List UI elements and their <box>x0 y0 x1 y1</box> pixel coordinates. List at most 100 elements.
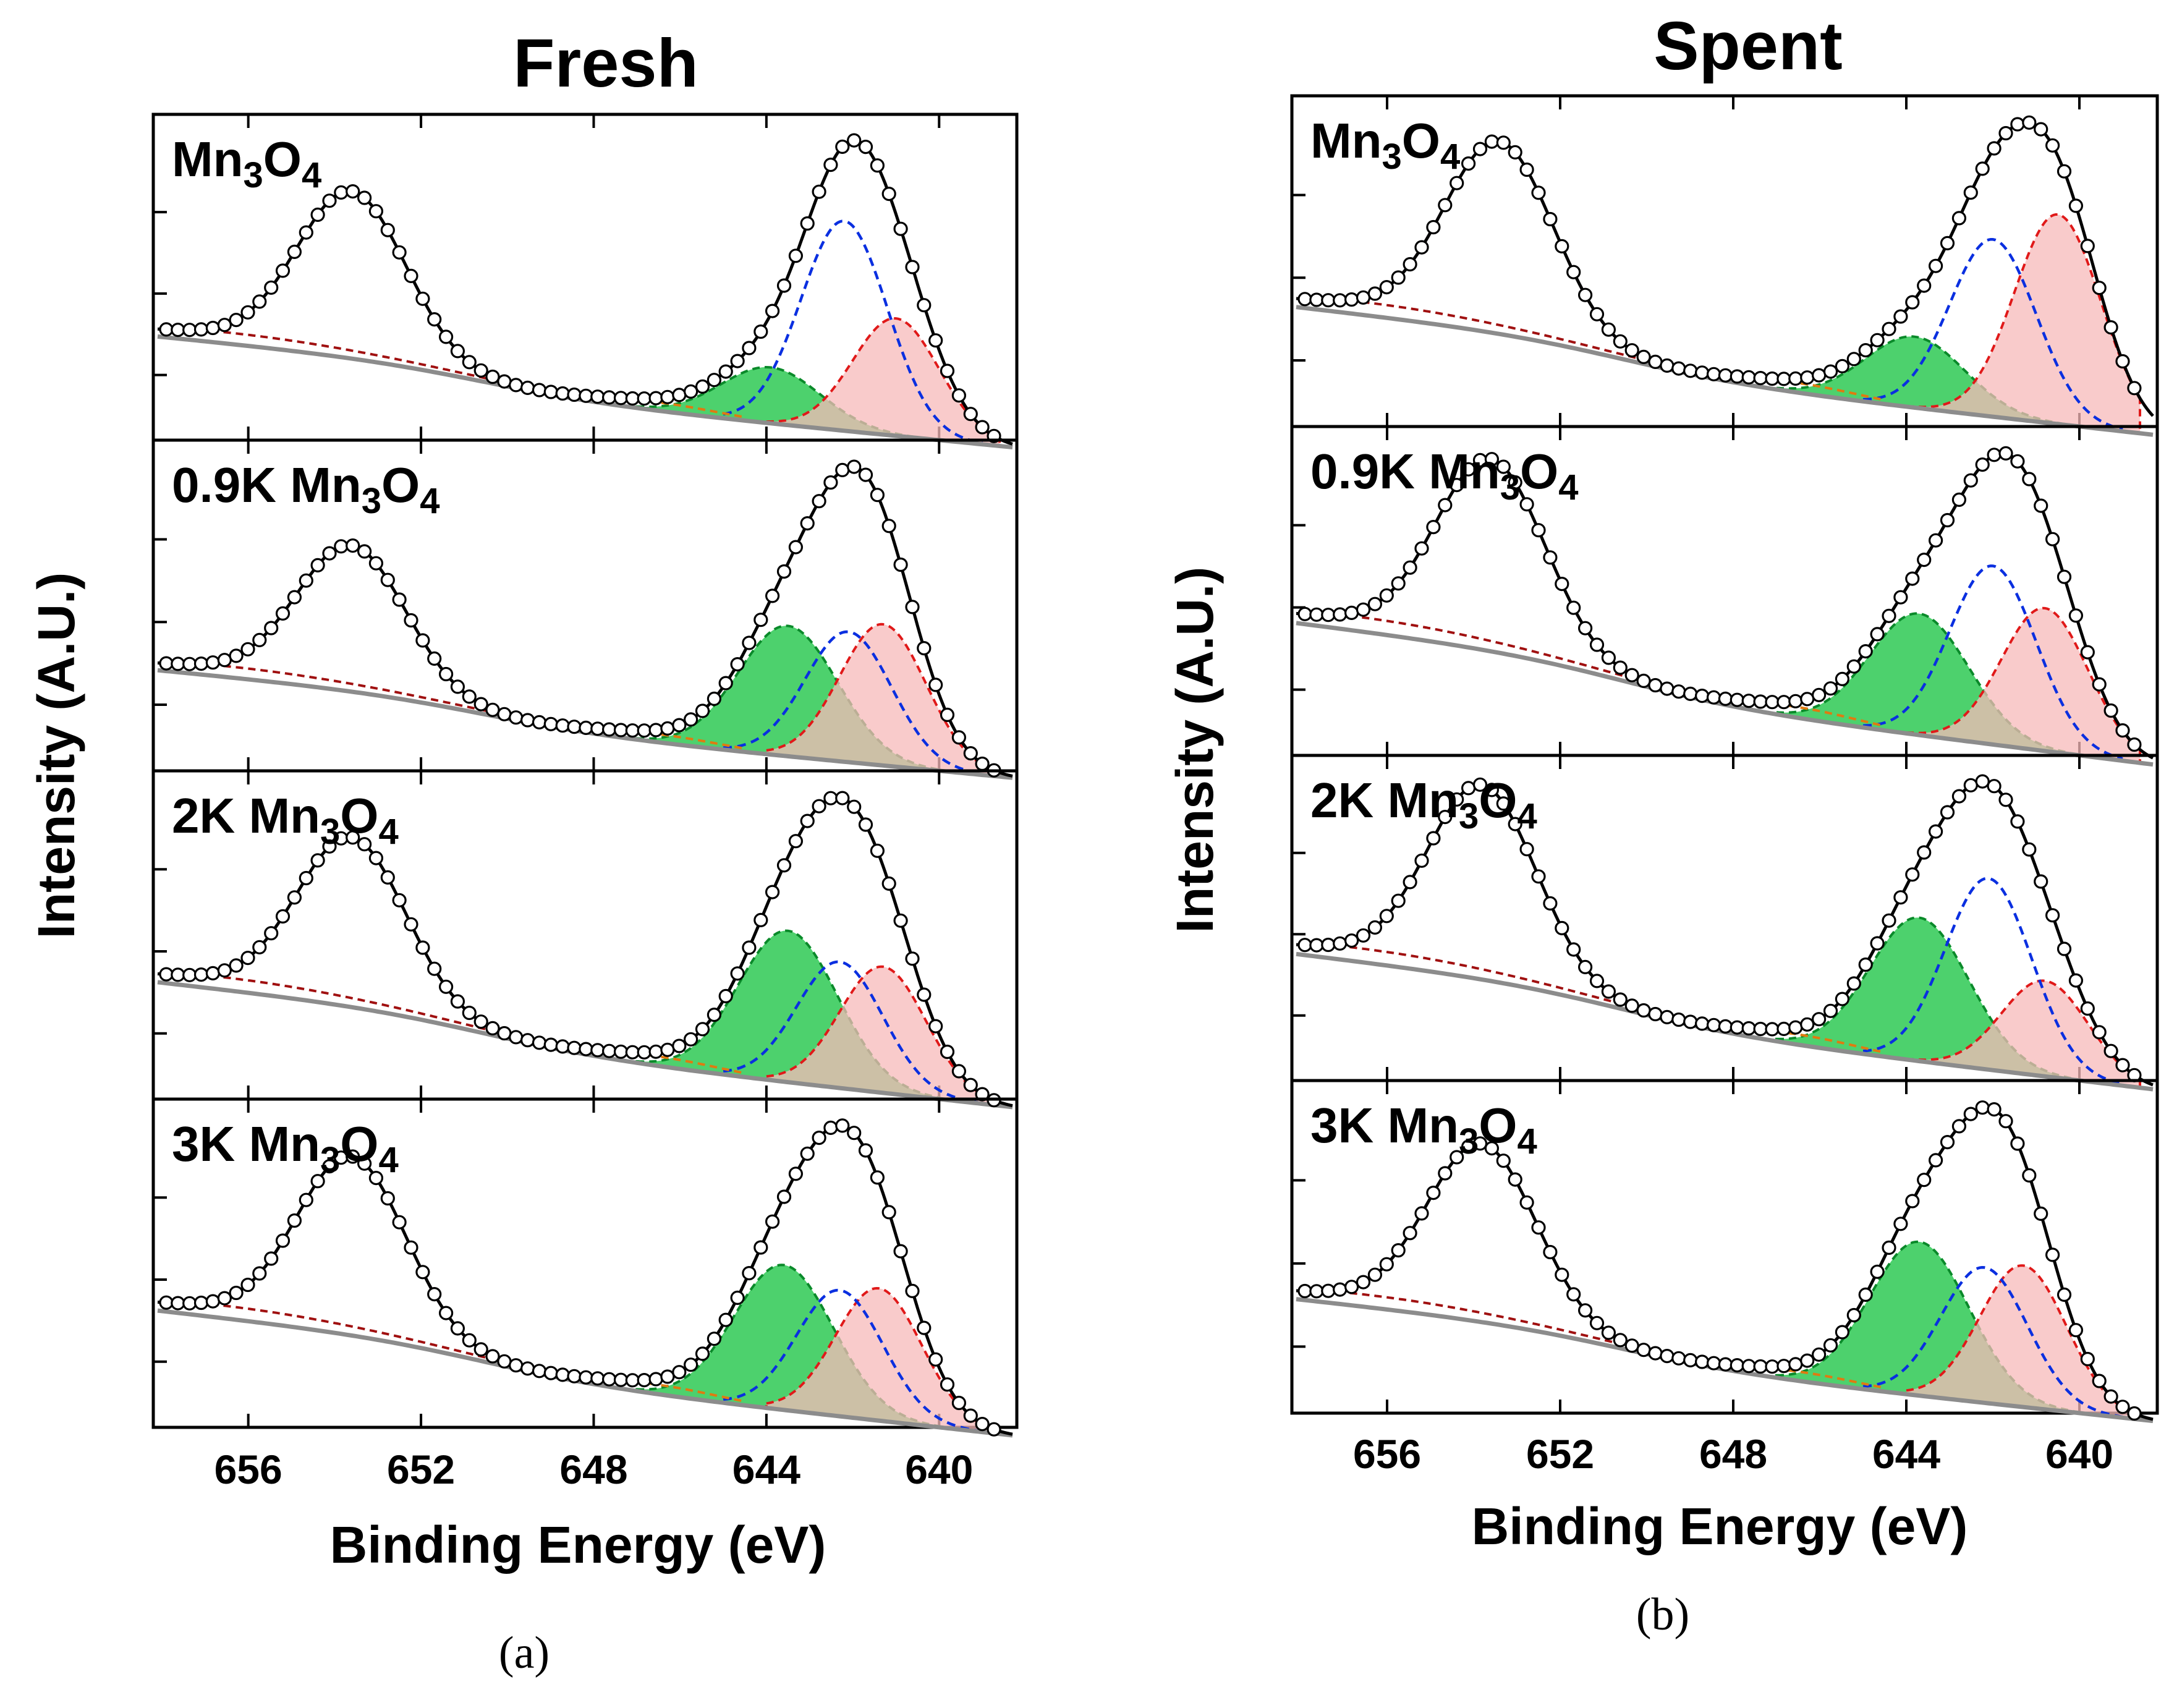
data-point <box>1496 135 1511 150</box>
data-point <box>1753 1359 1768 1374</box>
data-point <box>450 994 465 1009</box>
data-point <box>1975 457 1990 472</box>
data-point <box>543 716 558 731</box>
panel-label-sample: Mn <box>172 132 244 187</box>
data-point <box>928 333 943 348</box>
data-point <box>1648 678 1663 693</box>
data-point <box>415 291 430 306</box>
data-point <box>893 913 908 928</box>
data-point <box>252 632 267 648</box>
data-point <box>217 963 232 978</box>
data-point <box>485 1349 500 1364</box>
data-point <box>2022 472 2037 486</box>
data-point <box>1496 459 1511 474</box>
data-point <box>1648 1006 1663 1022</box>
data-point <box>310 1174 325 1189</box>
data-point <box>485 702 500 717</box>
data-point <box>287 890 302 905</box>
data-point <box>2057 569 2072 584</box>
data-point <box>1987 1102 2002 1117</box>
data-point <box>346 184 360 199</box>
data-point <box>1975 161 1990 176</box>
data-point <box>404 613 418 628</box>
panel-label-sample: Mn <box>290 457 362 512</box>
data-point <box>2080 1351 2095 1367</box>
data-point <box>800 814 815 828</box>
panel-label-sub4: 4 <box>1440 137 1460 177</box>
data-point <box>1367 920 1382 935</box>
panel-2: 0.9K Mn3O4 <box>151 438 1019 780</box>
data-point <box>264 1251 279 1266</box>
data-point <box>1379 909 1394 924</box>
data-point <box>1905 571 1920 586</box>
x-tick-label: 644 <box>1872 1431 1940 1477</box>
data-point <box>1870 627 1885 642</box>
data-point <box>1998 792 2013 807</box>
panel-label-prefix: 0.9K <box>172 457 290 512</box>
data-point <box>1800 1353 1815 1368</box>
data-point <box>1870 333 1885 347</box>
panel-label-sub4: 4 <box>379 1140 399 1180</box>
data-point <box>217 653 232 668</box>
data-point <box>462 1005 477 1021</box>
data-point <box>1683 363 1698 378</box>
data-point <box>1531 523 1546 538</box>
data-point <box>427 1287 442 1302</box>
panel-label-sub3: 3 <box>244 155 263 195</box>
data-point <box>1356 602 1371 617</box>
data-point <box>1823 364 1838 379</box>
data-point <box>1589 1315 1605 1330</box>
data-point <box>2127 1406 2142 1421</box>
data-point <box>788 249 804 263</box>
data-point <box>520 1361 535 1376</box>
data-point <box>1929 824 1943 839</box>
data-point <box>1496 1154 1511 1168</box>
panel-label: 3K Mn3O4 <box>1310 1098 1537 1162</box>
panel-label: 0.9K Mn3O4 <box>1310 444 1579 508</box>
data-point <box>823 791 838 805</box>
data-point <box>1730 1358 1744 1373</box>
data-point <box>590 389 605 404</box>
data-point <box>1951 1119 1966 1134</box>
data-point <box>940 363 955 378</box>
panel-label-prefix: 3K <box>1310 1098 1388 1153</box>
data-point <box>299 573 313 588</box>
data-point <box>1333 607 1348 622</box>
data-point <box>928 1352 943 1367</box>
data-point <box>275 263 291 278</box>
data-point <box>1777 695 1791 710</box>
data-point <box>1321 1283 1336 1298</box>
tail-component-line <box>1300 941 1647 1012</box>
data-point <box>240 305 255 320</box>
data-point <box>1613 334 1628 349</box>
data-point <box>695 703 710 718</box>
mn3-component-line <box>1862 237 2123 431</box>
tail-component-line <box>1300 1287 1647 1351</box>
data-point <box>346 830 360 845</box>
data-point <box>567 1369 582 1383</box>
data-point <box>2092 1025 2107 1040</box>
data-point <box>1765 371 1780 386</box>
data-point <box>275 606 291 621</box>
data-point <box>2010 117 2025 132</box>
data-point <box>1823 1003 1838 1018</box>
data-point <box>1543 1244 1558 1260</box>
data-point <box>2103 1389 2118 1404</box>
x-tick-label: 652 <box>387 1447 455 1492</box>
data-point <box>1846 976 1861 991</box>
data-point <box>1426 831 1441 846</box>
data-point <box>1309 607 1324 622</box>
mn2-component-area <box>765 317 1001 448</box>
data-point <box>648 723 663 737</box>
data-point <box>1835 1325 1849 1340</box>
data-point <box>2115 1400 2130 1414</box>
data-point <box>171 1296 185 1311</box>
x-tick-label: 640 <box>905 1447 973 1492</box>
data-point <box>579 388 593 403</box>
data-point <box>870 843 885 858</box>
panel-label-sub4: 4 <box>1558 467 1578 508</box>
data-point <box>229 1285 244 1301</box>
data-point <box>1531 869 1546 884</box>
data-point <box>1484 134 1499 149</box>
data-point <box>1589 637 1605 652</box>
